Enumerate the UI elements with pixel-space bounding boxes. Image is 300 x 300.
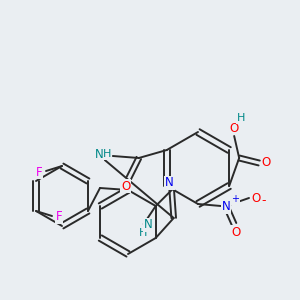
Text: F: F [56, 211, 62, 224]
Text: O: O [251, 191, 261, 205]
Text: +: + [231, 194, 239, 204]
Text: N: N [144, 218, 153, 232]
Text: H: H [237, 113, 245, 123]
Text: F: F [36, 166, 42, 178]
Text: N: N [165, 176, 174, 190]
Text: O: O [121, 179, 130, 193]
Text: -: - [262, 194, 266, 208]
Text: H: H [103, 149, 111, 159]
Text: O: O [262, 157, 271, 169]
Text: N: N [222, 200, 230, 214]
Text: H: H [139, 228, 147, 238]
Text: O: O [231, 226, 241, 238]
Text: N: N [94, 148, 103, 161]
Text: O: O [230, 122, 239, 134]
